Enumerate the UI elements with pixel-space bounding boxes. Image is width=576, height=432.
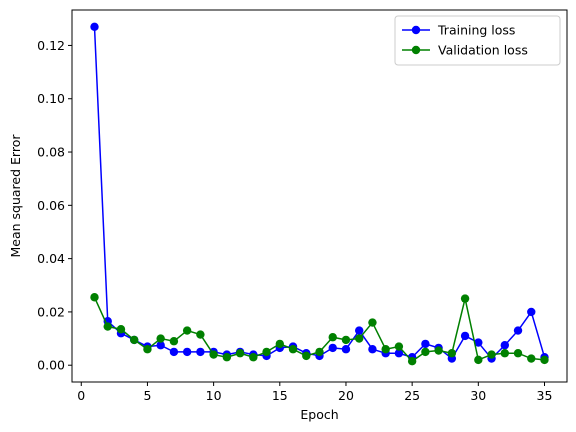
training-loss-point bbox=[394, 349, 404, 358]
validation-loss-point bbox=[460, 294, 470, 303]
x-tick-label: 35 bbox=[537, 388, 553, 403]
training-loss-point bbox=[182, 347, 192, 357]
validation-loss-point bbox=[487, 350, 496, 359]
legend-label-training-loss: Training loss bbox=[437, 23, 515, 38]
x-tick-label: 5 bbox=[143, 388, 151, 403]
validation-loss-point bbox=[447, 349, 457, 358]
series-layer bbox=[90, 22, 549, 366]
validation-loss-point bbox=[222, 353, 232, 362]
validation-loss-point bbox=[116, 325, 126, 334]
legend-swatch-marker bbox=[411, 25, 421, 35]
validation-loss-point bbox=[315, 347, 324, 357]
validation-loss-point bbox=[394, 342, 404, 351]
training-loss-point bbox=[156, 341, 165, 350]
validation-loss-point bbox=[249, 353, 258, 362]
x-axis-ticks: 0 5 10 15 20 25 30 35 bbox=[77, 382, 552, 403]
validation-loss-point bbox=[368, 318, 377, 327]
y-tick-label: 0.08 bbox=[37, 145, 65, 160]
validation-loss-point bbox=[341, 335, 351, 345]
validation-loss-point bbox=[196, 330, 205, 339]
x-tick-label: 25 bbox=[404, 388, 420, 403]
validation-loss-point bbox=[328, 333, 337, 342]
validation-loss-point bbox=[182, 326, 192, 335]
validation-loss-point bbox=[527, 354, 536, 363]
x-tick-label: 10 bbox=[206, 388, 222, 403]
validation-loss-point bbox=[262, 347, 271, 357]
training-loss-point bbox=[513, 326, 523, 335]
validation-loss-point bbox=[421, 347, 430, 357]
training-loss-point bbox=[328, 343, 337, 353]
training-loss-point bbox=[169, 347, 179, 357]
validation-loss-point bbox=[156, 334, 165, 343]
validation-loss-point bbox=[302, 351, 311, 361]
legend-label-validation-loss: Validation loss bbox=[438, 43, 528, 58]
training-loss-point bbox=[460, 331, 470, 341]
validation-loss-point bbox=[209, 350, 218, 359]
validation-loss-point bbox=[103, 322, 112, 331]
x-tick-label: 20 bbox=[338, 388, 354, 403]
y-tick-label: 0.04 bbox=[37, 251, 65, 266]
validation-loss-point bbox=[169, 337, 179, 346]
y-axis-label: Mean squared Error bbox=[8, 134, 23, 258]
training-loss-point bbox=[421, 339, 430, 349]
validation-loss-point bbox=[275, 339, 284, 349]
y-tick-label: 0.06 bbox=[37, 198, 65, 213]
training-loss-point bbox=[368, 345, 377, 354]
training-loss-point bbox=[500, 341, 509, 350]
legend: Training loss Validation loss bbox=[394, 15, 561, 66]
y-tick-label: 0.10 bbox=[37, 91, 65, 106]
validation-loss-point bbox=[288, 345, 298, 354]
validation-loss-point bbox=[474, 355, 483, 365]
training-loss-line bbox=[93, 26, 546, 360]
training-loss-point bbox=[90, 22, 99, 31]
y-tick-label: 0.00 bbox=[37, 358, 65, 373]
y-tick-label: 0.12 bbox=[37, 38, 65, 53]
training-loss-point bbox=[196, 347, 205, 357]
validation-loss-point bbox=[130, 335, 139, 345]
x-axis-label: Epoch bbox=[300, 407, 338, 422]
validation-loss-point bbox=[90, 293, 99, 302]
legend-frame bbox=[394, 15, 561, 66]
training-loss-point bbox=[527, 307, 536, 317]
validation-loss-point bbox=[407, 357, 417, 366]
training-loss-point bbox=[341, 345, 351, 354]
validation-loss-point bbox=[235, 349, 245, 358]
validation-loss-point bbox=[540, 355, 549, 365]
training-loss-point bbox=[474, 338, 483, 347]
x-tick-label: 0 bbox=[77, 388, 85, 403]
validation-loss-point bbox=[381, 345, 390, 354]
training-loss-point bbox=[355, 326, 364, 335]
validation-loss-point bbox=[143, 345, 152, 354]
y-axis-ticks: 0.00 0.02 0.04 0.06 0.08 0.10 0.12 bbox=[37, 38, 72, 373]
validation-loss-point bbox=[355, 334, 364, 343]
x-tick-label: 15 bbox=[272, 388, 288, 403]
y-tick-label: 0.02 bbox=[37, 304, 65, 319]
validation-loss-point bbox=[513, 349, 523, 358]
x-tick-label: 30 bbox=[470, 388, 486, 403]
validation-loss-point bbox=[500, 349, 509, 358]
plot-area-frame bbox=[71, 9, 568, 383]
validation-loss-point bbox=[434, 346, 443, 355]
legend-swatch-marker bbox=[411, 45, 421, 55]
